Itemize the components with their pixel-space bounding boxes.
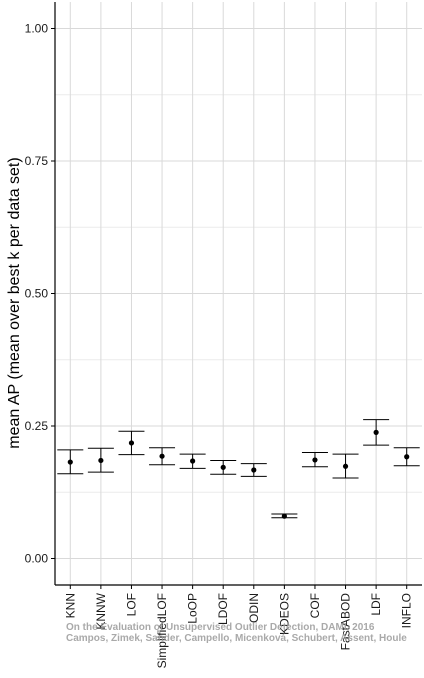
errorbar-group — [87, 447, 114, 473]
mean-point — [342, 463, 349, 469]
watermark-line-2: Campos, Zimek, Sander, Campello, Micenko… — [66, 633, 407, 644]
errorbar-group — [210, 459, 237, 475]
x-tick-label: FastABOD — [339, 593, 353, 651]
x-tick-label: ODIN — [247, 593, 261, 623]
x-tick-label: LoOP — [186, 593, 200, 624]
mean-point — [98, 457, 104, 464]
mean-point — [373, 429, 379, 435]
axes — [51, 2, 422, 589]
mean-point — [190, 458, 196, 464]
x-tick-label: LDOF — [216, 593, 230, 625]
errorbar-group — [57, 449, 84, 475]
y-tick-label: 1.00 — [25, 22, 49, 36]
y-tick-labels: 0.00 0.25 0.50 0.75 1.00 — [25, 22, 49, 566]
x-tick-label: SimplifiedLOF — [155, 593, 169, 668]
errorbar-group — [240, 463, 267, 477]
data-series — [57, 419, 420, 519]
x-tick-label: KNN — [63, 593, 77, 618]
errorbar-group — [149, 447, 176, 466]
mean-point — [281, 513, 287, 519]
x-tick-label: KNNW — [94, 592, 108, 629]
x-tick-label: KDEOS — [277, 593, 291, 635]
y-axis-title: mean AP (mean over best k per data set) — [6, 157, 23, 448]
mean-point — [404, 454, 410, 460]
watermark-line-1: On the Evaluation of Unsupervised Outlie… — [66, 622, 375, 633]
errorbar-group — [301, 452, 328, 468]
mean-point — [159, 453, 165, 459]
x-tick-labels: KNN KNNW LOF SimplifiedLOF LoOP LDOF ODIN KDEOS… — [63, 592, 413, 668]
y-tick-label: 0.50 — [25, 287, 49, 301]
errorbar-group — [332, 453, 359, 479]
errorbar-group — [179, 453, 206, 469]
y-tick-label: 0.75 — [25, 154, 49, 168]
y-tick-label: 0.00 — [25, 552, 49, 566]
mean-point — [220, 464, 226, 470]
errorbar-group — [363, 419, 390, 446]
x-tick-label: LDF — [369, 593, 383, 616]
x-tick-label: LOF — [124, 593, 138, 616]
mean-point — [251, 467, 257, 473]
errorbar-group — [393, 447, 420, 467]
x-tick-label: COF — [308, 593, 322, 618]
x-tick-label: INFLO — [400, 593, 414, 628]
grid — [55, 2, 422, 585]
errorbar-group — [118, 430, 145, 456]
errorbar-group — [271, 513, 298, 519]
mean-point — [67, 459, 73, 465]
mean-point — [128, 440, 135, 446]
y-tick-label: 0.25 — [25, 419, 49, 433]
mean-point — [312, 457, 318, 463]
